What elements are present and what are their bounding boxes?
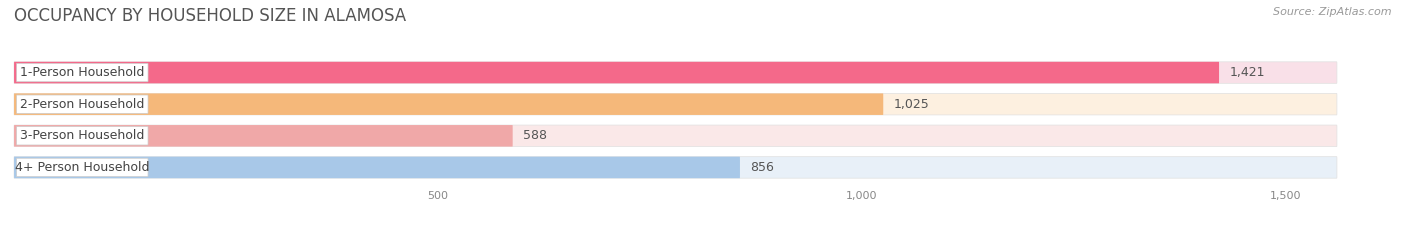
Text: 1,025: 1,025 <box>893 98 929 111</box>
FancyBboxPatch shape <box>14 125 513 147</box>
FancyBboxPatch shape <box>14 157 740 178</box>
FancyBboxPatch shape <box>14 62 1337 83</box>
FancyBboxPatch shape <box>14 93 1337 115</box>
Text: 4+ Person Household: 4+ Person Household <box>15 161 149 174</box>
Text: 588: 588 <box>523 129 547 142</box>
FancyBboxPatch shape <box>17 95 148 113</box>
Text: 3-Person Household: 3-Person Household <box>20 129 145 142</box>
Text: 1-Person Household: 1-Person Household <box>20 66 145 79</box>
Text: 2-Person Household: 2-Person Household <box>20 98 145 111</box>
Text: Source: ZipAtlas.com: Source: ZipAtlas.com <box>1274 7 1392 17</box>
FancyBboxPatch shape <box>17 127 148 145</box>
FancyBboxPatch shape <box>17 63 148 82</box>
FancyBboxPatch shape <box>14 157 1337 178</box>
FancyBboxPatch shape <box>14 93 883 115</box>
FancyBboxPatch shape <box>14 62 1219 83</box>
Text: 856: 856 <box>751 161 773 174</box>
Text: 1,421: 1,421 <box>1229 66 1265 79</box>
Text: OCCUPANCY BY HOUSEHOLD SIZE IN ALAMOSA: OCCUPANCY BY HOUSEHOLD SIZE IN ALAMOSA <box>14 7 406 25</box>
FancyBboxPatch shape <box>14 125 1337 147</box>
FancyBboxPatch shape <box>17 158 148 177</box>
